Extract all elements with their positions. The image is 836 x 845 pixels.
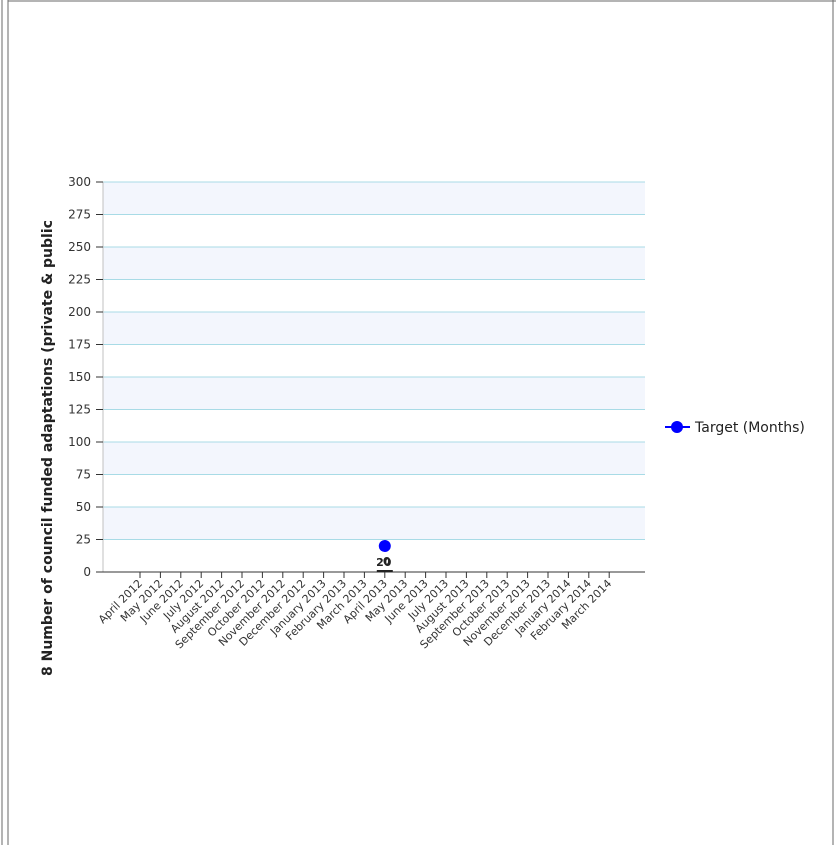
y-tick-label: 175 bbox=[68, 338, 91, 352]
plot-band bbox=[103, 442, 645, 475]
plot-band bbox=[103, 182, 645, 215]
legend[interactable]: Target (Months) bbox=[665, 420, 805, 436]
y-tick-label: 225 bbox=[68, 273, 91, 287]
plot-band bbox=[103, 377, 645, 410]
y-tick-label: 75 bbox=[76, 468, 91, 482]
y-tick-label: 0 bbox=[83, 565, 91, 579]
plot-band bbox=[103, 507, 645, 540]
y-tick-label: 275 bbox=[68, 208, 91, 222]
y-tick-label: 200 bbox=[68, 305, 91, 319]
y-tick-label: 50 bbox=[76, 500, 91, 514]
target-point[interactable] bbox=[378, 540, 391, 552]
y-tick-label: 125 bbox=[68, 403, 91, 417]
y-tick-label: 25 bbox=[76, 533, 91, 547]
legend-label-target: Target (Months) bbox=[694, 420, 805, 436]
legend-marker-target bbox=[671, 421, 683, 433]
y-tick-label: 250 bbox=[68, 240, 91, 254]
series-layer: 200 bbox=[376, 540, 393, 572]
plot-bands bbox=[103, 182, 645, 540]
y-tick-label: 300 bbox=[68, 175, 91, 189]
y-tick-label: 150 bbox=[68, 370, 91, 384]
target-data-label: 20 bbox=[376, 556, 392, 569]
y-axis-ticks: 0 25 50 75 100 125 150 175 200 225 250 275 300 bbox=[68, 175, 103, 579]
grid-lines bbox=[103, 181, 645, 540]
actual-data-label: 0 bbox=[383, 555, 391, 568]
plot-band bbox=[103, 247, 645, 280]
plot-band bbox=[103, 312, 645, 345]
y-tick-label: 100 bbox=[68, 435, 91, 449]
y-axis-title: 8 Number of council funded adaptations (… bbox=[40, 220, 56, 676]
